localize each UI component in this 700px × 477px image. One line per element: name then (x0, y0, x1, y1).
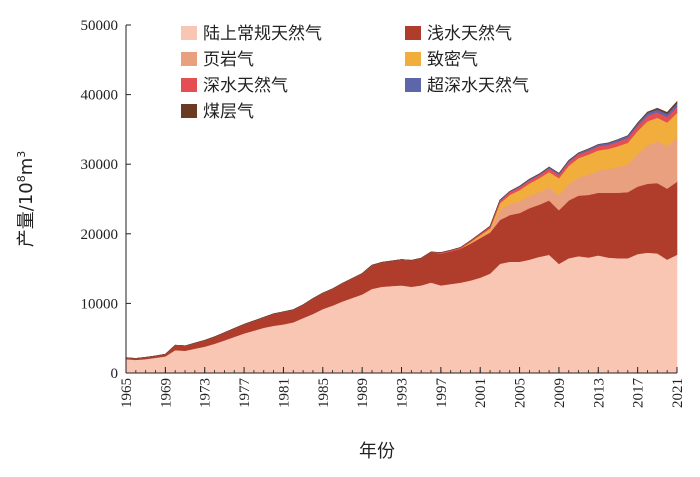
legend-swatch (181, 78, 197, 92)
x-axis-title: 年份 (359, 441, 395, 462)
y-axis-title-main: 产量/10 (16, 182, 37, 247)
y-axis-title-unit: m (16, 158, 37, 176)
x-tick-label: 1977 (237, 378, 253, 409)
y-tick-label: 20000 (81, 227, 119, 243)
x-tick-label: 1981 (276, 378, 292, 408)
legend-label: 页岩气 (203, 50, 254, 70)
legend-label: 深水天然气 (203, 76, 288, 96)
x-tick-label: 1973 (198, 378, 214, 408)
x-tick-label: 1985 (316, 378, 332, 408)
legend-item-3: 页岩气 (181, 50, 254, 70)
legend-item-5: 深水天然气 (181, 76, 288, 96)
legend-label: 煤层气 (203, 102, 254, 122)
x-tick-label: 2013 (591, 378, 607, 408)
x-tick-label: 2005 (513, 378, 529, 408)
legend-label: 浅水天然气 (427, 24, 512, 44)
axes (125, 24, 678, 374)
legend-swatch (181, 52, 197, 66)
legend-swatch (181, 104, 197, 118)
legend-swatch (405, 26, 421, 40)
legend-swatch (181, 26, 197, 40)
legend-swatch (405, 78, 421, 92)
x-tick-label: 1969 (158, 378, 174, 408)
legend-item-4: 致密气 (405, 50, 478, 70)
y-tick-label: 10000 (81, 296, 119, 312)
legend-item-2: 浅水天然气 (405, 24, 512, 44)
x-tick-label: 2009 (552, 378, 568, 408)
x-tick-label: 2017 (631, 378, 647, 409)
x-tick-label: 1997 (434, 378, 450, 409)
y-axis-title: 产量/108m3 (15, 151, 37, 248)
y-tick-label: 40000 (81, 88, 119, 104)
x-tick-label: 2021 (670, 378, 686, 408)
legend-swatch (405, 52, 421, 66)
tick-labels: 0 10000 20000 30000 40000 50000 1965 1969 1973 19… (81, 18, 687, 408)
stacked-areas (125, 100, 678, 374)
y-tick-label: 30000 (81, 157, 119, 173)
legend-label: 超深水天然气 (427, 76, 529, 96)
y-tick-label: 0 (111, 366, 119, 382)
y-tick-label: 50000 (81, 18, 119, 34)
x-tick-label: 2001 (473, 378, 489, 408)
legend-item-7: 煤层气 (181, 102, 254, 122)
legend-item-1: 陆上常规天然气 (181, 24, 322, 44)
legend-item-6: 超深水天然气 (405, 76, 529, 96)
area-series-7 (125, 100, 678, 359)
y-axis-title-exp: 8 (15, 175, 28, 182)
legend-label: 致密气 (427, 50, 478, 70)
x-tick-label: 1965 (119, 378, 135, 408)
legend-label: 陆上常规天然气 (203, 24, 322, 44)
y-axis-title-unit-exp: 3 (15, 151, 28, 158)
x-tick-label: 1989 (355, 378, 371, 408)
x-tick-label: 1993 (395, 378, 411, 408)
